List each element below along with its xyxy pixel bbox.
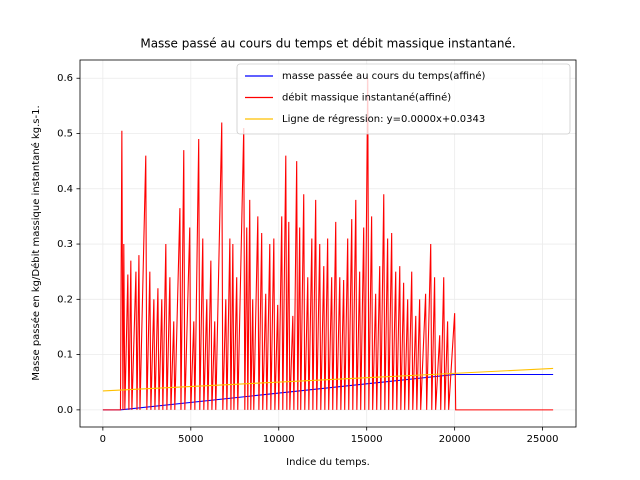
y-tick-label: 0.6 — [57, 73, 73, 84]
series-line — [102, 367, 554, 392]
legend-label: masse passée au cours du temps(affiné) — [282, 70, 486, 82]
series-line — [102, 78, 554, 411]
y-tick-label: 0.1 — [57, 350, 73, 361]
legend-box — [236, 63, 571, 135]
chart-title: Masse passé au cours du temps et débit m… — [140, 37, 515, 51]
x-tick-label: 10000 — [263, 434, 295, 445]
legend-label: Ligne de régression: y=0.0000x+0.0343 — [282, 113, 485, 125]
x-tick-label: 20000 — [439, 434, 471, 445]
legend-label: débit massique instantané(affiné) — [282, 92, 451, 104]
y-tick-label: 0.4 — [57, 184, 73, 195]
x-tick-label: 15000 — [351, 434, 383, 445]
x-tick-label: 5000 — [178, 434, 203, 445]
y-tick-label: 0.5 — [57, 129, 73, 140]
y-tick-label: 0.0 — [57, 405, 73, 416]
x-tick-label: 0 — [100, 434, 106, 445]
legend: masse passée au cours du temps(affiné) dé… — [236, 63, 571, 135]
y-axis-label: Masse passée en kg/Débit massique instan… — [30, 105, 42, 380]
y-tick-label: 0.3 — [57, 239, 73, 250]
x-axis-label: Indice du temps. — [286, 457, 370, 468]
x-tick-label: 25000 — [527, 434, 559, 445]
plot-frame — [79, 59, 577, 428]
y-tick-label: 0.2 — [57, 294, 73, 305]
